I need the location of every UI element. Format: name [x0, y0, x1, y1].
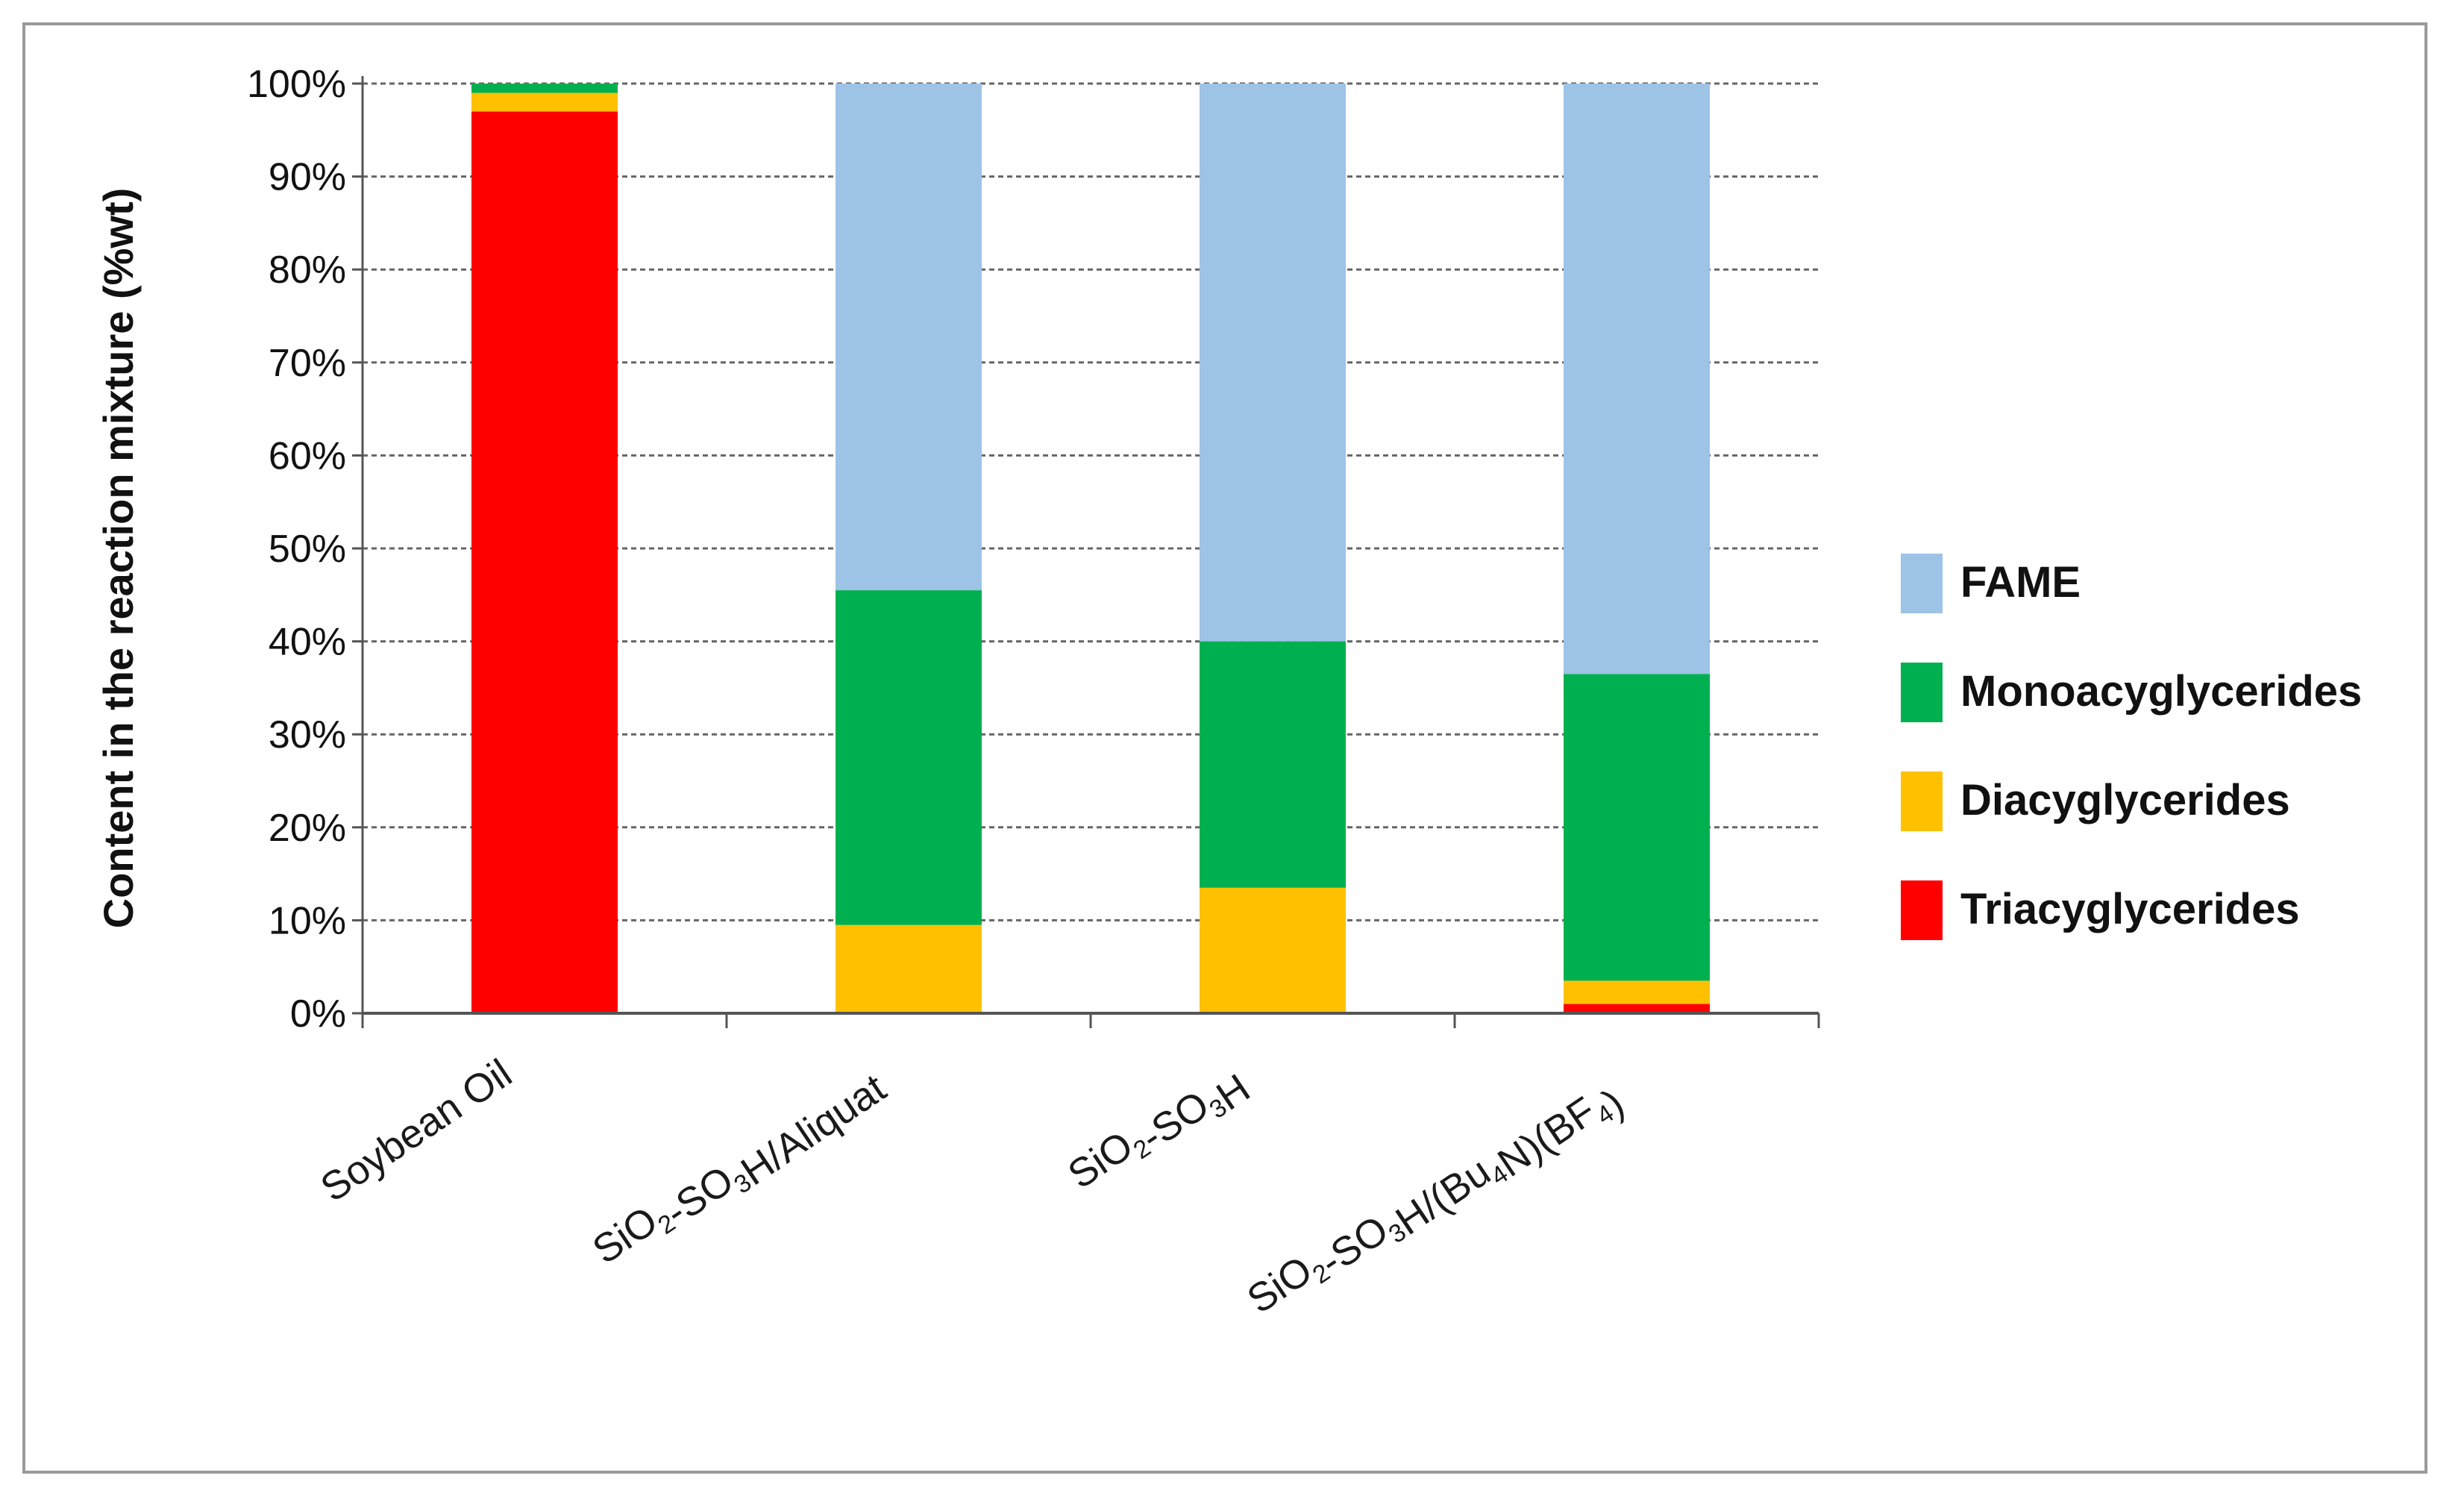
y-axis-label: Content in the reaction mixture (%wt)	[95, 188, 142, 929]
y-tick-label: 60%	[269, 434, 346, 478]
x-tick-label: Soybean Oil	[313, 1051, 519, 1210]
x-axis-ticks: Soybean Oil SiO2-SO3H/Aliquat SiO2-SO3HSiO…	[313, 1051, 1631, 1352]
bar-segment-triacyglycerides	[1564, 1004, 1710, 1013]
legend-label-diacyglycerides: Diacyglycerides	[1960, 776, 2290, 824]
x-tick-label: SiO2-SO3H/(Bu4N)(BF4)	[1239, 1051, 1631, 1352]
bar-segment-monoacyglycerides	[1200, 641, 1346, 888]
bar-segment-fame	[836, 84, 982, 591]
y-tick-label: 80%	[269, 248, 346, 292]
x-tick-label: SiO2-SO3H	[1060, 1051, 1258, 1212]
legend-label-monoacyglycerides: Monoacyglycerides	[1960, 667, 2362, 716]
legend-swatch-triacyglycerides	[1901, 880, 1943, 940]
y-tick-label: 100%	[247, 63, 346, 106]
y-tick-label: 70%	[269, 342, 346, 385]
y-tick-label: 30%	[269, 713, 346, 757]
legend: FAME Monoacyglycerides Diacyglycerides Tria…	[1901, 554, 2362, 940]
bar-segment-triacyglycerides	[471, 111, 618, 1013]
bar-segment-diacyglycerides	[471, 93, 618, 112]
bar-segment-monoacyglycerides	[1564, 674, 1710, 981]
bar-segment-diacyglycerides	[1564, 980, 1710, 1004]
bar-segment-fame	[1564, 84, 1710, 675]
y-tick-label: 90%	[269, 156, 346, 199]
bar-segment-monoacyglycerides	[471, 84, 618, 93]
bar-segment-diacyglycerides	[836, 924, 982, 1013]
x-tick-label: SiO2-SO3H/Aliquat	[585, 1051, 894, 1287]
bar-segment-fame	[1200, 84, 1346, 642]
bars	[471, 84, 1710, 1013]
y-tick-label: 40%	[269, 621, 346, 664]
y-axis-ticks: 0% 10% 20% 30% 40% 50% 60% 70% 80% 90% 100%	[247, 63, 363, 1036]
legend-swatch-diacyglycerides	[1901, 772, 1943, 831]
y-tick-label: 50%	[269, 528, 346, 571]
legend-label-triacyglycerides: Triacyglycerides	[1960, 885, 2300, 933]
legend-swatch-monoacyglycerides	[1901, 663, 1943, 722]
axes	[361, 76, 1820, 1028]
y-tick-label: 20%	[269, 807, 346, 850]
bar-segment-diacyglycerides	[1200, 887, 1346, 1013]
y-tick-label: 0%	[290, 992, 346, 1036]
legend-swatch-fame	[1901, 554, 1943, 613]
y-tick-label: 10%	[269, 899, 346, 942]
bar-segment-monoacyglycerides	[836, 590, 982, 925]
legend-label-fame: FAME	[1960, 558, 2081, 607]
